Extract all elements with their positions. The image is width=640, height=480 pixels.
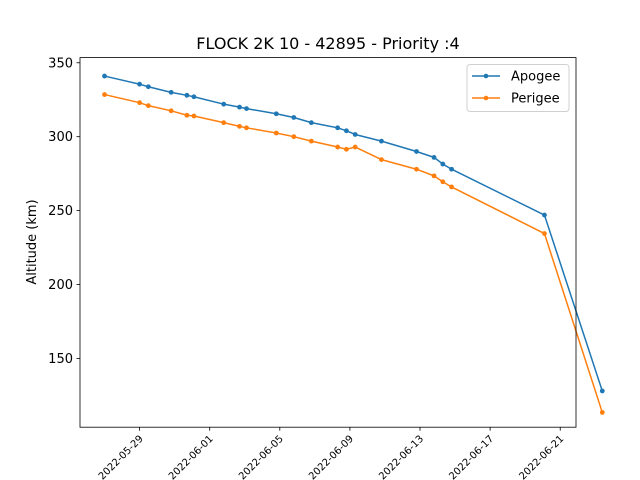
- legend: Apogee Perigee: [466, 64, 570, 112]
- apogee-point: [414, 149, 419, 154]
- y-tick-label: 150: [48, 352, 73, 367]
- perigee-point: [184, 112, 190, 118]
- x-tick-label: 2022-06-05: [237, 434, 286, 480]
- legend-apogee-label: Apogee: [511, 70, 560, 85]
- perigee-point: [244, 125, 249, 131]
- apogee-point: [244, 106, 249, 112]
- perigee-point: [191, 113, 197, 119]
- perigee-series-line: [104, 93, 604, 413]
- x-tick-label: 2022-06-17: [447, 434, 496, 480]
- perigee-point: [221, 120, 227, 126]
- apogee-point: [542, 212, 547, 218]
- legend-perigee-label: Perigee: [511, 92, 560, 107]
- perigee-point: [168, 108, 174, 114]
- apogee-point: [308, 120, 314, 126]
- perigee-point: [344, 146, 349, 152]
- x-tick-label: 2022-06-01: [167, 434, 216, 480]
- perigee-point: [145, 103, 151, 109]
- apogee-point: [102, 73, 107, 79]
- x-tick-label: 2022-06-13: [377, 434, 426, 480]
- y-tick-label: 350: [48, 56, 73, 71]
- apogee-point: [344, 128, 349, 134]
- apogee-point: [291, 115, 297, 120]
- series-layer: [102, 73, 605, 415]
- perigee-point: [542, 231, 547, 236]
- x-tick-label: 2022-06-09: [307, 434, 356, 480]
- perigee-point: [431, 173, 437, 179]
- perigee-point: [414, 166, 419, 172]
- apogee-point: [440, 161, 446, 167]
- perigee-point: [102, 92, 107, 97]
- apogee-point: [599, 388, 605, 394]
- apogee-point: [237, 104, 242, 110]
- legend-perigee-marker: [483, 95, 489, 101]
- y-tick-label: 200: [48, 278, 73, 293]
- perigee-point: [308, 138, 314, 144]
- apogee-point: [221, 101, 227, 107]
- apogee-point: [431, 154, 437, 160]
- x-tick-label: 2022-05-29: [97, 434, 146, 480]
- apogee-point: [137, 81, 142, 87]
- apogee-point: [168, 89, 174, 95]
- perigee-point: [599, 410, 605, 415]
- perigee-point: [335, 144, 341, 150]
- apogee-series-line: [104, 75, 604, 392]
- y-axis-ticks: 150 200 250 300 350: [48, 56, 80, 367]
- perigee-point: [137, 100, 142, 106]
- legend-apogee-marker: [483, 73, 489, 79]
- perigee-point: [352, 144, 358, 150]
- apogee-point: [449, 166, 454, 172]
- apogee-point: [352, 132, 358, 137]
- x-tick-label: 2022-06-21: [517, 434, 566, 480]
- y-tick-label: 250: [48, 204, 73, 219]
- apogee-point: [145, 84, 151, 90]
- perigee-point: [273, 130, 279, 136]
- apogee-point: [379, 138, 384, 144]
- perigee-point: [291, 134, 297, 140]
- y-axis-label: Altitude (km): [25, 199, 40, 284]
- perigee-point: [237, 123, 242, 129]
- perigee-point: [379, 157, 384, 163]
- perigee-point: [449, 184, 454, 190]
- perigee-point: [440, 179, 446, 185]
- y-tick-label: 300: [48, 130, 73, 145]
- plot-area: [80, 57, 576, 428]
- plot-frame: [79, 57, 577, 428]
- chart-title: FLOCK 2K 10 - 42895 - Priority :4: [196, 34, 459, 53]
- apogee-point: [191, 94, 197, 100]
- apogee-point: [273, 111, 279, 117]
- x-axis-ticks: 2022-05-29 2022-06-01 2022-06-05 2022-06-09…: [97, 427, 566, 480]
- apogee-point: [184, 92, 190, 98]
- apogee-point: [335, 125, 341, 131]
